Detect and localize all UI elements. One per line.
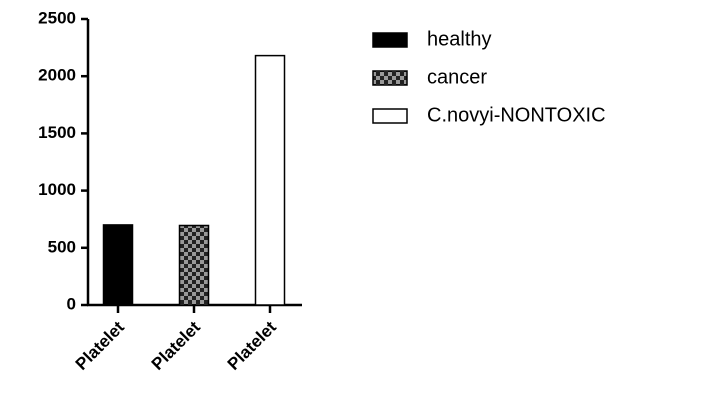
legend-label: cancer [427, 66, 487, 88]
legend-swatch [372, 108, 408, 124]
y-tick-label: 2500 [38, 8, 76, 27]
bar [178, 224, 210, 306]
bar [102, 224, 134, 306]
y-tick-label: 2000 [38, 66, 76, 85]
y-tick-label: 0 [67, 294, 76, 313]
legend-swatch [372, 70, 408, 86]
legend-label: healthy [427, 28, 492, 50]
y-tick-label: 1000 [38, 180, 76, 199]
bar [254, 54, 286, 306]
legend-label: C.novyi-NONTOXIC [427, 104, 606, 126]
y-tick-label: 1500 [38, 123, 76, 142]
x-tick-label: Platelet [148, 317, 204, 373]
y-tick-label: 500 [48, 237, 76, 256]
x-tick-label: Platelet [224, 317, 280, 373]
legend-swatch [372, 32, 408, 48]
x-tick-label: Platelet [72, 317, 128, 373]
